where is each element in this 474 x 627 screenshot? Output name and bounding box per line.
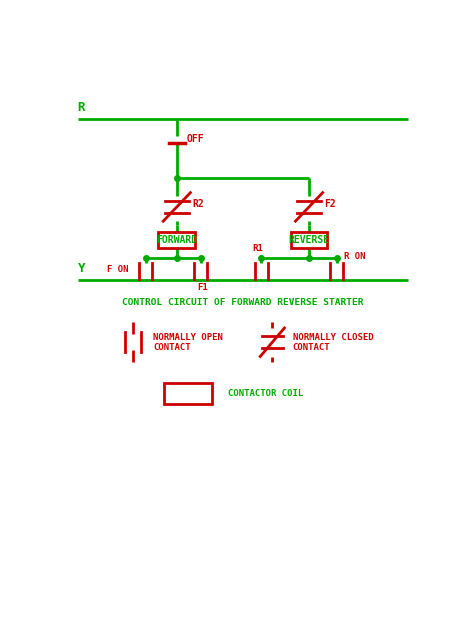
- Text: OFF: OFF: [187, 134, 205, 144]
- Text: NORMALLY OPEN
CONTACT: NORMALLY OPEN CONTACT: [153, 332, 223, 352]
- Text: F1: F1: [197, 283, 208, 292]
- Text: F2: F2: [325, 199, 336, 209]
- Text: FORWARD: FORWARD: [156, 235, 197, 245]
- Text: F ON: F ON: [107, 265, 128, 273]
- Text: CONTACTOR COIL: CONTACTOR COIL: [228, 389, 303, 398]
- Text: CONTROL CIRCUIT OF FORWARD REVERSE STARTER: CONTROL CIRCUIT OF FORWARD REVERSE START…: [122, 297, 364, 307]
- Text: REVERSE: REVERSE: [289, 235, 329, 245]
- Bar: [164, 383, 212, 404]
- Text: R2: R2: [192, 199, 204, 209]
- Bar: [158, 232, 195, 248]
- Text: NORMALLY CLOSED
CONTACT: NORMALLY CLOSED CONTACT: [292, 332, 373, 352]
- Text: R: R: [78, 101, 85, 113]
- Text: Y: Y: [78, 261, 85, 275]
- Text: R ON: R ON: [344, 252, 365, 261]
- Bar: [291, 232, 328, 248]
- Text: R1: R1: [252, 245, 263, 253]
